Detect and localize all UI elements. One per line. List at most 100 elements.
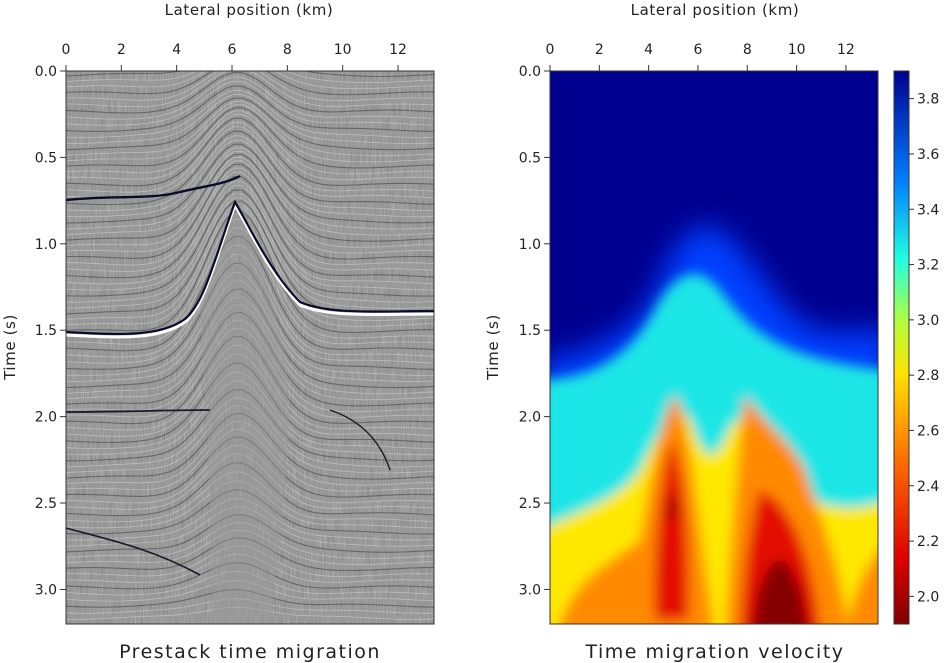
- seismic-reflector-line: [66, 121, 434, 193]
- seismic-reflector-line: [66, 304, 434, 401]
- x-tick-label: 12: [837, 42, 855, 58]
- seismic-reflector-line: [66, 371, 434, 450]
- colorbar: [893, 70, 910, 625]
- seismic-reflector-line: [66, 160, 434, 254]
- seismic-reflector-line: [66, 97, 434, 151]
- y-tick-label: 2.5: [519, 496, 541, 512]
- colorbar-tick-label: 2.0: [917, 589, 939, 605]
- seismic-reflector-line: [66, 571, 434, 596]
- seismic-reflector-line: [66, 189, 434, 297]
- seismic-reflector-line: [66, 85, 434, 132]
- seismic-reflector-line: [66, 262, 434, 370]
- colorbar-tick-label: 3.8: [917, 92, 939, 108]
- seismic-reflector-line: [66, 514, 434, 553]
- x-tick-label: 0: [62, 42, 71, 58]
- seismic-reflector-line: [66, 71, 434, 84]
- y-tick-label: 2.0: [519, 410, 541, 426]
- colorbar-tick-label: 3.6: [917, 147, 939, 163]
- seismic-reflector-line: [66, 413, 434, 480]
- x-tick-label: 0: [546, 42, 555, 58]
- seismic-reflector-line: [66, 327, 434, 419]
- seismic-reflector-line: [66, 589, 434, 608]
- seismic-reflector-line: [66, 203, 434, 321]
- seismic-reflector-line: [66, 193, 434, 303]
- seismic-reflectors: [66, 71, 434, 620]
- right-title: Time migration velocity: [584, 641, 844, 663]
- seismic-reflector-line: [66, 244, 434, 358]
- seismic-reflector-line: [66, 562, 434, 590]
- seismic-reflector-line: [66, 206, 434, 327]
- seismic-reflector-line: [66, 405, 434, 474]
- seismic-reflector-line: [66, 100, 434, 157]
- seismic-reflector-line: [66, 156, 434, 248]
- seismic-reflector-line: [66, 521, 434, 559]
- seismic-reflector-line: [66, 336, 434, 425]
- seismic-reflector-line: [66, 147, 434, 230]
- colorbar-tick-label: 3.2: [917, 258, 939, 274]
- seismic-reflector-line: [66, 280, 434, 382]
- y-tick-label: 1.5: [519, 323, 541, 339]
- seismic-reflector-line: [66, 529, 434, 565]
- y-tick-label: 1.5: [35, 323, 57, 339]
- right-plot-frame: [549, 70, 879, 625]
- seismic-reflector-line: [66, 163, 434, 260]
- seismic-reflector-line: [66, 498, 434, 541]
- seismic-reflector-line: [66, 580, 434, 602]
- seismic-reflector-line: [66, 71, 434, 90]
- seismic-reflector-line: [66, 420, 434, 486]
- seismic-reflector-line: [66, 553, 434, 583]
- colorbar-tick-label: 3.4: [917, 202, 939, 218]
- seismic-reflector-line: [66, 537, 434, 572]
- y-tick-label: 0.0: [35, 64, 57, 80]
- reflector-1.95s: [66, 409, 211, 413]
- seismic-reflector-line: [66, 153, 434, 242]
- colorbar-tick-label: 3.0: [917, 313, 939, 329]
- velocity-panel: [550, 71, 878, 624]
- reflector-right: [329, 409, 391, 471]
- seismic-reflector-line: [66, 235, 434, 352]
- x-tick-label: 4: [644, 42, 653, 58]
- seismic-reflector-line: [66, 150, 434, 236]
- seismic-reflector-line: [66, 353, 434, 437]
- seismic-reflector-line: [66, 76, 434, 120]
- x-tick-label: 10: [334, 42, 352, 58]
- seismic-reflector-line: [66, 180, 434, 285]
- y-tick-label: 2.5: [35, 496, 57, 512]
- left-title: Prestack time migration: [119, 641, 381, 663]
- right-ylabel: Time (s): [484, 314, 502, 381]
- seismic-reflector-line: [66, 104, 434, 163]
- seismic-reflector-line: [66, 113, 434, 181]
- seismic-reflector-line: [66, 389, 434, 462]
- seismic-reflector-line: [66, 271, 434, 376]
- y-tick-label: 2.0: [35, 410, 57, 426]
- seismic-reflector-line: [66, 135, 434, 212]
- top-salt-reflector: [66, 174, 241, 202]
- dark-reflector: [66, 199, 434, 336]
- colorbar-tick-label: 2.8: [917, 368, 939, 384]
- seismic-reflector-line: [66, 171, 434, 272]
- x-tick-label: 10: [788, 42, 806, 58]
- seismic-reflector-line: [66, 598, 434, 614]
- seismic-reflector-line: [66, 362, 434, 444]
- seismic-reflector-line: [66, 71, 434, 108]
- seismic-reflector-line: [66, 139, 434, 218]
- left-xlabel: Lateral position (km): [165, 1, 334, 19]
- y-tick-label: 1.0: [35, 237, 57, 253]
- seismic-reflector-line: [66, 506, 434, 547]
- seismic-reflector-line: [66, 453, 434, 510]
- seismic-reflector-line: [66, 175, 434, 279]
- salt-dome-zone: [200, 190, 289, 624]
- seismic-reflector-line: [66, 107, 434, 169]
- seismic-reflector-line: [66, 117, 434, 187]
- reflector-2.7s: [66, 527, 201, 576]
- seismic-reflector-line: [66, 227, 434, 345]
- y-tick-label: 0.5: [35, 150, 57, 166]
- seismic-reflector-line: [66, 94, 434, 144]
- seismic-reflector-line: [66, 143, 434, 224]
- seismic-reflector-line: [66, 436, 434, 498]
- seismic-reflector-line: [66, 480, 434, 529]
- x-tick-label: 2: [117, 42, 126, 58]
- y-tick-label: 1.0: [519, 237, 541, 253]
- seismic-reflector-line: [66, 606, 434, 620]
